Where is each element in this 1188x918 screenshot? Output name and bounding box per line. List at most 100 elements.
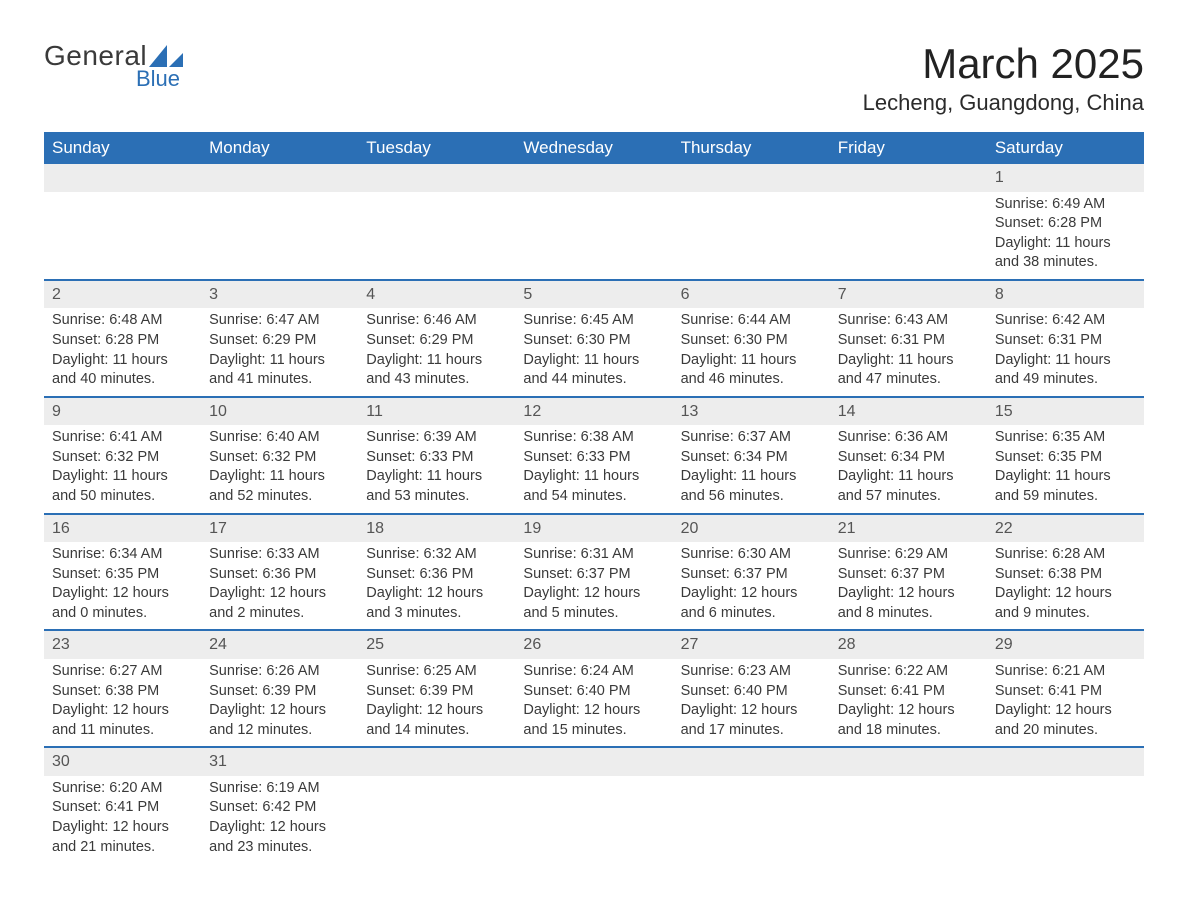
day-d1: Daylight: 11 hours bbox=[52, 467, 193, 487]
day-detail-cell bbox=[358, 192, 515, 280]
day-number-cell: 4 bbox=[358, 280, 515, 309]
day-sr: Sunrise: 6:35 AM bbox=[995, 428, 1136, 448]
day-sr: Sunrise: 6:26 AM bbox=[209, 662, 350, 682]
day-d1: Daylight: 11 hours bbox=[523, 351, 664, 371]
day-detail-cell: Sunrise: 6:27 AMSunset: 6:38 PMDaylight:… bbox=[44, 659, 201, 747]
day-d2: and 20 minutes. bbox=[995, 721, 1136, 741]
day-d1: Daylight: 11 hours bbox=[366, 351, 507, 371]
day-d1: Daylight: 11 hours bbox=[995, 467, 1136, 487]
day-detail-cell: Sunrise: 6:32 AMSunset: 6:36 PMDaylight:… bbox=[358, 542, 515, 630]
logo: General Blue bbox=[44, 40, 183, 92]
day-sr: Sunrise: 6:38 AM bbox=[523, 428, 664, 448]
day-sr: Sunrise: 6:46 AM bbox=[366, 311, 507, 331]
day-d1: Daylight: 12 hours bbox=[995, 701, 1136, 721]
day-d2: and 50 minutes. bbox=[52, 487, 193, 507]
day-d1: Daylight: 11 hours bbox=[523, 467, 664, 487]
day-ss: Sunset: 6:41 PM bbox=[838, 682, 979, 702]
day-d1: Daylight: 11 hours bbox=[995, 351, 1136, 371]
day-sr: Sunrise: 6:21 AM bbox=[995, 662, 1136, 682]
day-ss: Sunset: 6:38 PM bbox=[995, 565, 1136, 585]
day-detail-cell bbox=[673, 776, 830, 863]
day-number-cell: 16 bbox=[44, 514, 201, 543]
day-detail-cell: Sunrise: 6:23 AMSunset: 6:40 PMDaylight:… bbox=[673, 659, 830, 747]
day-number-cell: 17 bbox=[201, 514, 358, 543]
week-detail-row: Sunrise: 6:48 AMSunset: 6:28 PMDaylight:… bbox=[44, 308, 1144, 396]
day-d1: Daylight: 12 hours bbox=[209, 584, 350, 604]
day-number-cell bbox=[44, 164, 201, 192]
day-d2: and 12 minutes. bbox=[209, 721, 350, 741]
week-daynum-row: 3031 bbox=[44, 747, 1144, 776]
day-d1: Daylight: 11 hours bbox=[209, 351, 350, 371]
day-detail-cell: Sunrise: 6:37 AMSunset: 6:34 PMDaylight:… bbox=[673, 425, 830, 513]
day-number-cell: 21 bbox=[830, 514, 987, 543]
day-d2: and 2 minutes. bbox=[209, 604, 350, 624]
day-d1: Daylight: 11 hours bbox=[681, 351, 822, 371]
day-detail-cell: Sunrise: 6:26 AMSunset: 6:39 PMDaylight:… bbox=[201, 659, 358, 747]
day-number-cell: 18 bbox=[358, 514, 515, 543]
day-d2: and 40 minutes. bbox=[52, 370, 193, 390]
day-d2: and 15 minutes. bbox=[523, 721, 664, 741]
day-detail-cell: Sunrise: 6:33 AMSunset: 6:36 PMDaylight:… bbox=[201, 542, 358, 630]
day-number-cell: 23 bbox=[44, 630, 201, 659]
day-detail-cell: Sunrise: 6:48 AMSunset: 6:28 PMDaylight:… bbox=[44, 308, 201, 396]
day-number-cell: 20 bbox=[673, 514, 830, 543]
logo-text-general: General bbox=[44, 40, 147, 72]
location-label: Lecheng, Guangdong, China bbox=[863, 90, 1144, 116]
day-d1: Daylight: 11 hours bbox=[681, 467, 822, 487]
day-ss: Sunset: 6:37 PM bbox=[681, 565, 822, 585]
day-number-cell: 27 bbox=[673, 630, 830, 659]
logo-text-blue: Blue bbox=[136, 66, 180, 92]
day-sr: Sunrise: 6:25 AM bbox=[366, 662, 507, 682]
day-detail-cell: Sunrise: 6:19 AMSunset: 6:42 PMDaylight:… bbox=[201, 776, 358, 863]
month-title: March 2025 bbox=[863, 40, 1144, 88]
day-number-cell bbox=[515, 164, 672, 192]
day-ss: Sunset: 6:39 PM bbox=[366, 682, 507, 702]
day-detail-cell: Sunrise: 6:41 AMSunset: 6:32 PMDaylight:… bbox=[44, 425, 201, 513]
day-ss: Sunset: 6:28 PM bbox=[995, 214, 1136, 234]
day-sr: Sunrise: 6:20 AM bbox=[52, 779, 193, 799]
day-ss: Sunset: 6:32 PM bbox=[209, 448, 350, 468]
day-detail-cell: Sunrise: 6:20 AMSunset: 6:41 PMDaylight:… bbox=[44, 776, 201, 863]
day-ss: Sunset: 6:37 PM bbox=[523, 565, 664, 585]
day-d2: and 43 minutes. bbox=[366, 370, 507, 390]
day-detail-cell: Sunrise: 6:35 AMSunset: 6:35 PMDaylight:… bbox=[987, 425, 1144, 513]
day-ss: Sunset: 6:30 PM bbox=[681, 331, 822, 351]
day-detail-cell: Sunrise: 6:43 AMSunset: 6:31 PMDaylight:… bbox=[830, 308, 987, 396]
day-number-cell: 6 bbox=[673, 280, 830, 309]
day-number-cell: 15 bbox=[987, 397, 1144, 426]
day-sr: Sunrise: 6:43 AM bbox=[838, 311, 979, 331]
day-detail-cell bbox=[673, 192, 830, 280]
day-detail-cell bbox=[830, 192, 987, 280]
day-number-cell bbox=[673, 747, 830, 776]
week-daynum-row: 16171819202122 bbox=[44, 514, 1144, 543]
week-detail-row: Sunrise: 6:20 AMSunset: 6:41 PMDaylight:… bbox=[44, 776, 1144, 863]
day-d2: and 56 minutes. bbox=[681, 487, 822, 507]
day-detail-cell: Sunrise: 6:42 AMSunset: 6:31 PMDaylight:… bbox=[987, 308, 1144, 396]
day-ss: Sunset: 6:33 PM bbox=[523, 448, 664, 468]
day-d2: and 21 minutes. bbox=[52, 838, 193, 858]
day-number-cell bbox=[987, 747, 1144, 776]
day-detail-cell bbox=[515, 776, 672, 863]
day-number-cell: 3 bbox=[201, 280, 358, 309]
day-detail-cell: Sunrise: 6:21 AMSunset: 6:41 PMDaylight:… bbox=[987, 659, 1144, 747]
week-daynum-row: 23242526272829 bbox=[44, 630, 1144, 659]
day-number-cell: 30 bbox=[44, 747, 201, 776]
day-ss: Sunset: 6:31 PM bbox=[838, 331, 979, 351]
day-d2: and 57 minutes. bbox=[838, 487, 979, 507]
day-d2: and 41 minutes. bbox=[209, 370, 350, 390]
day-d2: and 44 minutes. bbox=[523, 370, 664, 390]
day-detail-cell: Sunrise: 6:30 AMSunset: 6:37 PMDaylight:… bbox=[673, 542, 830, 630]
day-sr: Sunrise: 6:31 AM bbox=[523, 545, 664, 565]
calendar-header-row: SundayMondayTuesdayWednesdayThursdayFrid… bbox=[44, 132, 1144, 164]
day-header: Friday bbox=[830, 132, 987, 164]
day-ss: Sunset: 6:29 PM bbox=[366, 331, 507, 351]
day-d1: Daylight: 12 hours bbox=[209, 701, 350, 721]
day-sr: Sunrise: 6:37 AM bbox=[681, 428, 822, 448]
week-daynum-row: 1 bbox=[44, 164, 1144, 192]
day-detail-cell: Sunrise: 6:22 AMSunset: 6:41 PMDaylight:… bbox=[830, 659, 987, 747]
day-d1: Daylight: 12 hours bbox=[523, 701, 664, 721]
day-number-cell: 7 bbox=[830, 280, 987, 309]
day-number-cell: 10 bbox=[201, 397, 358, 426]
day-d1: Daylight: 12 hours bbox=[52, 584, 193, 604]
day-detail-cell: Sunrise: 6:25 AMSunset: 6:39 PMDaylight:… bbox=[358, 659, 515, 747]
